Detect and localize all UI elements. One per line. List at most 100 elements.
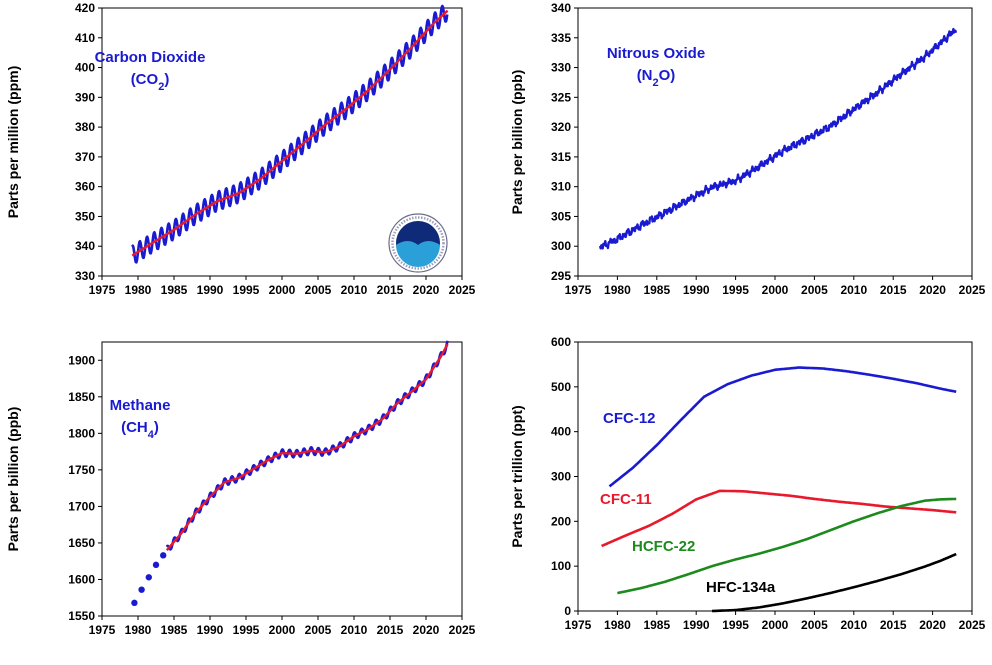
- chart-1: 330 340 350 360 370 380 390 400 410 420 1975 1980 19…: [5, 1, 476, 297]
- trend-line: [131, 9, 449, 257]
- annotation-label: CFC-12: [603, 410, 656, 427]
- data-point: [145, 574, 152, 581]
- y-tick-label: 1800: [68, 426, 95, 440]
- y-tick-label: 310: [551, 180, 571, 194]
- x-tick-label: 2010: [840, 618, 867, 632]
- x-tick-label: 2010: [840, 283, 867, 297]
- plot-frame: [101, 341, 463, 617]
- annotation-label: (CO2): [131, 71, 170, 93]
- y-tick-label: 1600: [68, 572, 95, 586]
- x-tick-label: 2025: [959, 283, 986, 297]
- series-hfc-134a-line: [711, 552, 957, 613]
- x-tick-label: 1990: [197, 623, 224, 637]
- chart-3: 1550 1600 1650 1700 1750 1800 1850 1900 1975 1980…: [5, 340, 476, 637]
- x-tick-label: 1980: [125, 283, 152, 297]
- y-axis-label: Parts per million (ppm): [5, 66, 21, 218]
- trend-line: [165, 343, 449, 551]
- x-tick-label: 2000: [762, 283, 789, 297]
- y-tick-label: 1650: [68, 536, 95, 550]
- y-tick-label: 1700: [68, 499, 95, 513]
- x-tick-label: 2020: [413, 283, 440, 297]
- y-tick-label: 320: [551, 120, 571, 134]
- y-tick-label: 200: [551, 514, 571, 528]
- data-line: [598, 27, 958, 250]
- y-tick-label: 350: [75, 209, 95, 223]
- x-tick-label: 1980: [125, 623, 152, 637]
- y-tick-label: 420: [75, 1, 95, 15]
- x-tick-label: 2010: [341, 283, 368, 297]
- y-tick-label: 1750: [68, 463, 95, 477]
- y-tick-label: 315: [551, 150, 571, 164]
- x-tick-label: 1990: [683, 283, 710, 297]
- series-cfc-12-line: [608, 366, 957, 488]
- annotation-label: Carbon Dioxide: [95, 49, 206, 66]
- data-point: [138, 586, 145, 593]
- x-tick-label: 1995: [722, 618, 749, 632]
- x-tick-label: 1975: [89, 623, 116, 637]
- chart-2: 295 300 305 310 315 320 325 330 335 340 1975 1980 19…: [509, 1, 986, 297]
- x-tick-label: 2015: [880, 283, 907, 297]
- annotation-label: Methane: [110, 397, 171, 414]
- annotation-label: Nitrous Oxide: [607, 45, 705, 62]
- y-tick-label: 0: [564, 604, 571, 618]
- y-tick-label: 1850: [68, 390, 95, 404]
- y-tick-label: 360: [75, 180, 95, 194]
- y-axis-label: Parts per billion (ppb): [509, 70, 525, 215]
- y-tick-label: 300: [551, 470, 571, 484]
- x-tick-label: 1980: [604, 283, 631, 297]
- annotation-label: HCFC-22: [632, 538, 695, 555]
- y-tick-label: 330: [75, 269, 95, 283]
- noaa-logo: [388, 213, 448, 273]
- x-tick-label: 1975: [565, 618, 592, 632]
- y-tick-label: 370: [75, 150, 95, 164]
- monthly-data-line: [165, 340, 449, 551]
- annotation-label: HFC-134a: [706, 579, 776, 596]
- x-tick-label: 2000: [269, 283, 296, 297]
- x-tick-label: 1990: [683, 618, 710, 632]
- annotation-label: (N2O): [637, 67, 676, 89]
- x-tick-label: 1995: [722, 283, 749, 297]
- data-point: [160, 552, 167, 559]
- y-tick-label: 305: [551, 209, 571, 223]
- y-tick-label: 500: [551, 380, 571, 394]
- x-tick-label: 2005: [305, 283, 332, 297]
- x-tick-label: 1995: [233, 623, 260, 637]
- data-point: [152, 561, 160, 569]
- x-tick-label: 1985: [161, 623, 188, 637]
- y-tick-label: 1550: [68, 609, 95, 623]
- annotation-label: CFC-11: [600, 491, 652, 508]
- x-tick-label: 2005: [801, 283, 828, 297]
- y-tick-label: 335: [551, 31, 571, 45]
- x-tick-label: 2020: [919, 283, 946, 297]
- y-tick-label: 340: [75, 239, 95, 253]
- y-axis-label: Parts per billion (ppb): [5, 407, 21, 552]
- x-tick-label: 1980: [604, 618, 631, 632]
- x-tick-label: 2020: [413, 623, 440, 637]
- y-tick-label: 325: [551, 90, 571, 104]
- y-tick-label: 295: [551, 269, 571, 283]
- x-tick-label: 1990: [197, 283, 224, 297]
- annotation-label: (CH4): [121, 419, 159, 441]
- y-tick-label: 410: [75, 31, 95, 45]
- x-tick-label: 2010: [341, 623, 368, 637]
- y-tick-label: 300: [551, 239, 571, 253]
- x-tick-label: 1985: [161, 283, 188, 297]
- chart-4: 0 100 200 300 400 500 600 1975 1980 1985 1990 1995 2…: [509, 335, 986, 632]
- x-tick-label: 2020: [919, 618, 946, 632]
- y-tick-label: 1900: [68, 353, 95, 367]
- x-tick-label: 2025: [449, 623, 476, 637]
- y-axis-label: Parts per trillion (ppt): [509, 405, 525, 547]
- x-tick-label: 1985: [643, 618, 670, 632]
- y-tick-label: 340: [551, 1, 571, 15]
- y-tick-label: 330: [551, 61, 571, 75]
- x-tick-label: 2000: [762, 618, 789, 632]
- x-tick-label: 1975: [89, 283, 116, 297]
- x-tick-label: 2015: [880, 618, 907, 632]
- x-tick-label: 1985: [643, 283, 670, 297]
- x-tick-label: 1975: [565, 283, 592, 297]
- y-tick-label: 400: [551, 425, 571, 439]
- series-hcfc-22-line: [616, 497, 957, 595]
- x-tick-label: 1995: [233, 283, 260, 297]
- y-tick-label: 100: [551, 559, 571, 573]
- y-tick-label: 600: [551, 335, 571, 349]
